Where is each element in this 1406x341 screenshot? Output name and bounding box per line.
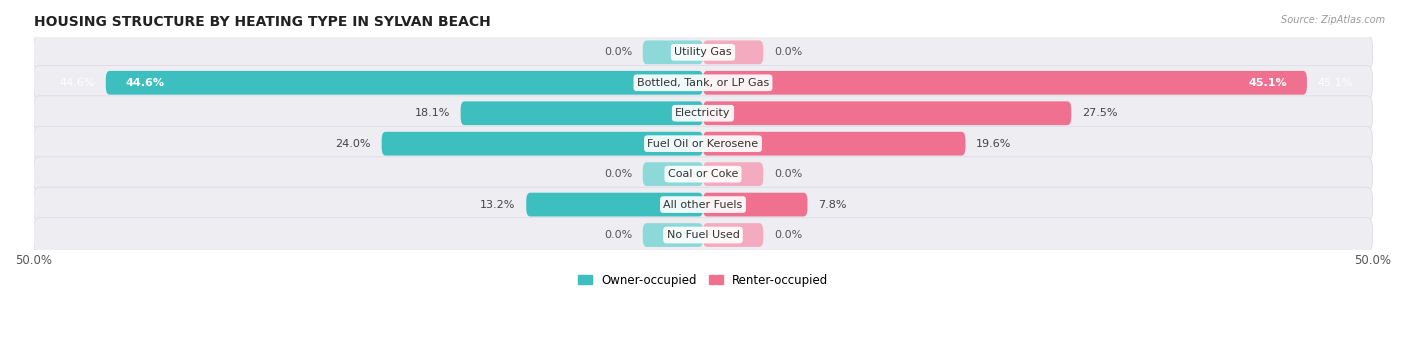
Text: 7.8%: 7.8% xyxy=(818,199,846,210)
FancyBboxPatch shape xyxy=(643,41,703,64)
Text: 24.0%: 24.0% xyxy=(336,139,371,149)
FancyBboxPatch shape xyxy=(703,41,763,64)
FancyBboxPatch shape xyxy=(34,96,1372,131)
FancyBboxPatch shape xyxy=(34,126,1372,161)
FancyBboxPatch shape xyxy=(526,193,703,217)
FancyBboxPatch shape xyxy=(703,132,966,155)
Text: Utility Gas: Utility Gas xyxy=(675,47,731,57)
FancyBboxPatch shape xyxy=(381,132,703,155)
Text: 0.0%: 0.0% xyxy=(773,169,803,179)
Text: Bottled, Tank, or LP Gas: Bottled, Tank, or LP Gas xyxy=(637,78,769,88)
Text: 44.6%: 44.6% xyxy=(127,78,165,88)
Text: All other Fuels: All other Fuels xyxy=(664,199,742,210)
FancyBboxPatch shape xyxy=(34,218,1372,252)
FancyBboxPatch shape xyxy=(703,193,807,217)
Legend: Owner-occupied, Renter-occupied: Owner-occupied, Renter-occupied xyxy=(572,269,834,291)
FancyBboxPatch shape xyxy=(643,223,703,247)
Text: 0.0%: 0.0% xyxy=(603,230,633,240)
FancyBboxPatch shape xyxy=(34,35,1372,70)
Text: No Fuel Used: No Fuel Used xyxy=(666,230,740,240)
FancyBboxPatch shape xyxy=(703,223,763,247)
Text: 13.2%: 13.2% xyxy=(481,199,516,210)
FancyBboxPatch shape xyxy=(105,71,703,95)
Text: 0.0%: 0.0% xyxy=(773,47,803,57)
Text: 45.1%: 45.1% xyxy=(1249,78,1286,88)
Text: Electricity: Electricity xyxy=(675,108,731,118)
FancyBboxPatch shape xyxy=(703,71,1308,95)
FancyBboxPatch shape xyxy=(34,65,1372,100)
Text: Source: ZipAtlas.com: Source: ZipAtlas.com xyxy=(1281,15,1385,25)
Text: 0.0%: 0.0% xyxy=(603,47,633,57)
FancyBboxPatch shape xyxy=(703,101,1071,125)
FancyBboxPatch shape xyxy=(34,157,1372,192)
Text: 0.0%: 0.0% xyxy=(773,230,803,240)
Text: HOUSING STRUCTURE BY HEATING TYPE IN SYLVAN BEACH: HOUSING STRUCTURE BY HEATING TYPE IN SYL… xyxy=(34,15,491,29)
Text: 0.0%: 0.0% xyxy=(603,169,633,179)
FancyBboxPatch shape xyxy=(34,187,1372,222)
Text: 19.6%: 19.6% xyxy=(976,139,1011,149)
Text: Fuel Oil or Kerosene: Fuel Oil or Kerosene xyxy=(647,139,759,149)
Text: 45.1%: 45.1% xyxy=(1317,78,1353,88)
FancyBboxPatch shape xyxy=(461,101,703,125)
FancyBboxPatch shape xyxy=(703,162,763,186)
Text: 44.6%: 44.6% xyxy=(59,78,96,88)
Text: Coal or Coke: Coal or Coke xyxy=(668,169,738,179)
Text: 18.1%: 18.1% xyxy=(415,108,450,118)
Text: 27.5%: 27.5% xyxy=(1083,108,1118,118)
FancyBboxPatch shape xyxy=(643,162,703,186)
